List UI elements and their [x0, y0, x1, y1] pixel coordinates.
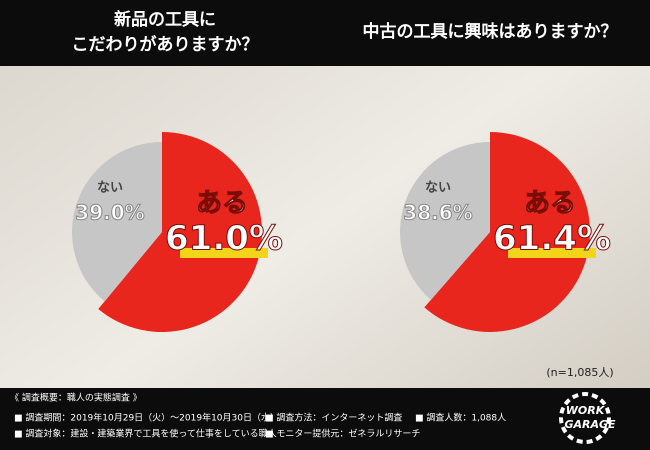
pie-slice [72, 142, 162, 302]
chart-title: 中古の工具に興味はありますか？ [363, 21, 618, 42]
footer-item: ■ 調査対象：建設・建築業界で工具を使って仕事をしている職人 [14, 428, 277, 440]
chart-title: こだわりがありますか？ [72, 34, 259, 55]
footer-heading: 《 調査概要：職人の実態調査 》 [10, 392, 142, 404]
logo-gear [559, 392, 611, 444]
pie-slice [98, 132, 262, 332]
value-label: 61.4% [493, 219, 611, 259]
footer-item: ■ 調査期間：2019年10月29日（火）～2019年10月30日（水） [14, 412, 279, 424]
chart-title: 新品の工具に [114, 9, 216, 30]
category-label: ある [524, 189, 576, 219]
header-band [0, 0, 650, 66]
footer-item: ■ 調査方法：インターネット調査 [265, 412, 402, 424]
sample-note: (n=1,085人) [546, 366, 613, 379]
value-label: 39.0% [75, 201, 144, 225]
footer-item: ■ モニター提供元：ゼネラルリサーチ [265, 428, 420, 440]
logo-text: GARAGE [564, 418, 616, 431]
label-highlight [508, 248, 596, 258]
category-label: ある [196, 189, 248, 219]
value-label: 61.0% [165, 219, 283, 259]
category-label: ない [97, 181, 123, 196]
label-highlight [180, 248, 268, 258]
value-label: 38.6% [403, 201, 472, 225]
pie-slice [424, 132, 590, 332]
pie-slice [400, 142, 490, 300]
footer-band [0, 388, 650, 450]
footer-item: ■ 調査人数：1,088人 [415, 412, 506, 424]
category-label: ない [425, 181, 451, 196]
logo-text: WORK [566, 404, 606, 417]
